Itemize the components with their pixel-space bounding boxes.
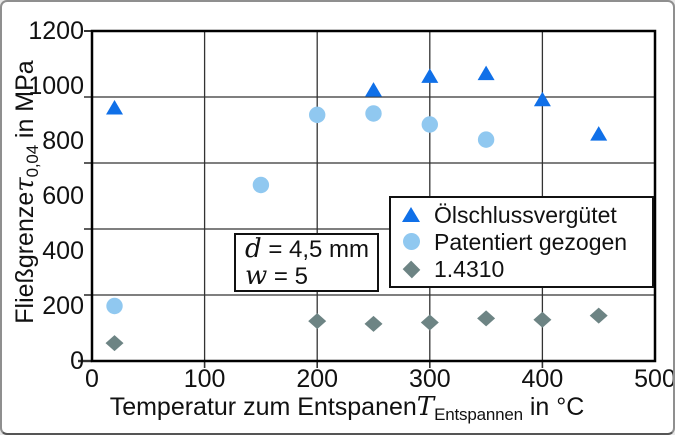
y-tick-label: 0 [70,347,84,375]
y-axis-subscript: 0,04 [23,145,42,178]
data-point-diamond [533,311,552,328]
y-tick-label: 200 [42,292,84,320]
y-tick-label: 1200 [28,17,84,45]
data-point-triangle [421,68,439,83]
data-point-circle [252,176,270,194]
legend-item-patentiert-gezogen: Patentiert gezogen [391,229,652,255]
x-axis-title-text: Temperatur zum Entspanen [109,393,417,421]
parameter-annotation-box: d = 4,5 mm w = 5 [234,233,379,292]
x-axis-unit: in °C [522,393,585,421]
annotation-line-diameter: d = 4,5 mm [245,234,377,264]
legend-item-1-4310: 1.4310 [391,256,652,282]
legend-label: Ölschlussvergütet [434,201,617,228]
data-point-triangle [365,82,382,97]
x-tick-label: 400 [521,365,564,393]
data-point-diamond [589,307,608,324]
circle-marker-icon [401,233,421,251]
diameter-value: = 4,5 mm [261,236,370,263]
data-point-circle [106,297,123,315]
data-point-circle [309,106,326,124]
data-point-triangle [106,100,124,115]
data-point-diamond [105,335,124,352]
data-point-diamond [420,314,439,331]
diameter-variable: d [245,234,262,264]
legend-label: 1.4310 [434,256,505,283]
data-point-triangle [533,91,551,107]
legend-label: Patentiert gezogen [434,228,628,255]
legend: Ölschlussvergütet Patentiert gezogen 1.4… [389,196,654,288]
y-tick-label: 600 [42,182,84,210]
w-value: = 5 [267,263,308,290]
y-tick-label: 800 [42,127,84,155]
x-axis-subscript: Entspannen [434,405,523,424]
data-point-circle [365,105,382,122]
x-tick-label: 200 [296,365,339,393]
data-point-diamond [308,313,327,330]
diamond-marker-icon [401,260,421,279]
w-variable: w [245,261,268,291]
x-axis-title: Temperatur zum Entspanen T Entspannen in… [62,392,632,424]
legend-item-oelschlussverguetet: Ölschlussvergütet [391,202,652,228]
annotation-line-w: w = 5 [245,261,377,291]
data-point-diamond [364,315,383,332]
plot-border [90,29,657,363]
x-axis-variable: T [416,392,435,422]
data-point-diamond [477,310,496,327]
y-axis-variable: τ [10,177,40,192]
y-tick-label: 400 [42,237,84,265]
y-tick-label: 1000 [28,72,84,100]
data-point-triangle [477,65,495,81]
y-axis-unit: in MPa [11,60,39,146]
x-tick-label: 500 [634,365,675,393]
x-tick-label: 300 [408,365,451,393]
data-point-circle [421,116,438,133]
triangle-marker-icon [401,207,421,223]
x-tick-label: 0 [85,365,99,393]
data-point-circle [477,131,495,148]
data-point-triangle [590,126,608,141]
x-tick-label: 100 [183,365,226,393]
y-axis-title: Fließgrenze τ 0,04 in MPa [10,2,42,382]
y-axis-title-text: Fließgrenze [11,191,39,324]
